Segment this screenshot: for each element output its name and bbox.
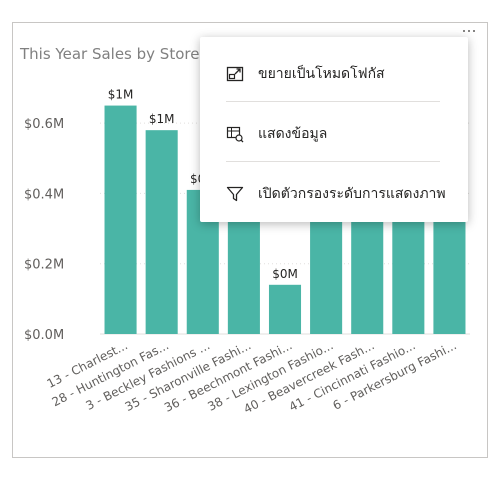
context-menu: ขยายเป็นโหมดโฟกัส แสดงข้อมูล เปิดตัวกรอง… xyxy=(200,37,468,222)
more-options-icon[interactable] xyxy=(456,24,482,38)
y-tick-label: $0.2M xyxy=(24,258,64,273)
menu-item-label: แสดงข้อมูล xyxy=(258,126,328,142)
bar[interactable] xyxy=(145,130,178,334)
menu-item-visual-filter[interactable]: เปิดตัวกรองระดับการแสดงภาพ xyxy=(200,167,468,221)
data-label: $1M xyxy=(149,112,175,126)
filter-icon xyxy=(224,183,246,205)
y-tick-label: $0.4M xyxy=(24,187,64,202)
x-axis: 13 - Charlest...28 - Huntington Fas...3 … xyxy=(45,338,459,416)
menu-item-label: ขยายเป็นโหมดโฟกัส xyxy=(258,66,385,82)
menu-item-focus-mode[interactable]: ขยายเป็นโหมดโฟกัส xyxy=(200,47,468,101)
data-label: $1M xyxy=(108,88,134,102)
menu-item-label: เปิดตัวกรองระดับการแสดงภาพ xyxy=(258,186,446,202)
y-axis: $0.0M $0.2M $0.4M $0.6M xyxy=(24,117,64,343)
show-data-icon xyxy=(224,123,246,145)
bar[interactable] xyxy=(104,105,137,334)
y-tick-label: $0.0M xyxy=(24,328,64,343)
chart-title: This Year Sales by Store xyxy=(19,45,199,63)
focus-mode-icon xyxy=(224,63,246,85)
bar[interactable] xyxy=(268,284,302,334)
menu-item-show-data[interactable]: แสดงข้อมูล xyxy=(200,107,468,161)
menu-divider xyxy=(226,161,440,162)
data-label: $0M xyxy=(272,267,298,281)
menu-divider xyxy=(226,101,440,102)
y-tick-label: $0.6M xyxy=(24,117,64,132)
